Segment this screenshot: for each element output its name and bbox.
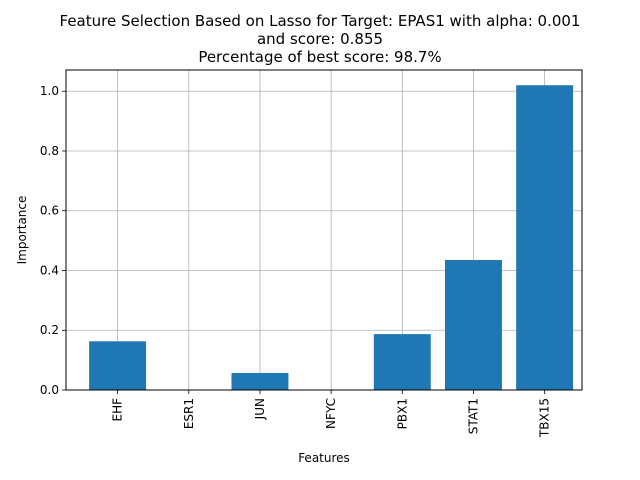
chart-title-line-1: Feature Selection Based on Lasso for Tar…: [59, 12, 581, 30]
x-tick-label: PBX1: [395, 398, 409, 429]
bar-stat1: [444, 260, 502, 390]
y-tick-label: 0.6: [40, 204, 59, 218]
y-tick-label: 0.2: [40, 323, 59, 337]
tick-layer: 0.0 0.2 0.4 0.6 0.8 1.0 EHF ESR1 JUN NFYC PBX1 STAT…: [40, 84, 552, 438]
x-axis-label: Features: [298, 451, 350, 465]
bar-ehf: [89, 341, 147, 390]
x-tick-label: JUN: [253, 398, 267, 420]
y-tick-label: 0.8: [40, 144, 59, 158]
y-axis-label: Importance: [15, 196, 29, 265]
bar-pbx1: [373, 334, 431, 390]
bar-tbx15: [516, 85, 574, 390]
chart-title-line-3: Percentage of best score: 98.7%: [198, 48, 442, 66]
y-tick-label: 1.0: [40, 84, 59, 98]
y-tick-label: 0.0: [40, 383, 59, 397]
x-tick-label: TBX15: [538, 398, 552, 438]
x-tick-label: NFYC: [324, 398, 338, 429]
x-tick-label: ESR1: [182, 398, 196, 429]
x-tick-label: STAT1: [466, 398, 480, 434]
axes-frame: [65, 69, 583, 391]
y-tick-label: 0.4: [40, 263, 59, 277]
x-tick-label: EHF: [111, 398, 125, 422]
bar-jun: [231, 372, 289, 390]
chart-title-line-2: and score: 0.855: [256, 30, 384, 48]
bar-layer: [89, 85, 574, 390]
